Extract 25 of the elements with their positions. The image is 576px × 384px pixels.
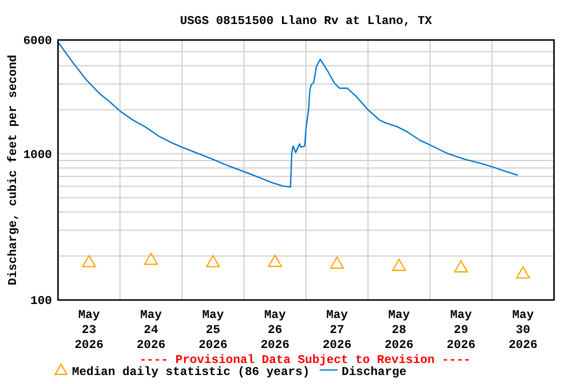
legend-label: Median daily statistic (86 years) [72, 365, 310, 379]
x-tick-label: May 30 2026 [508, 308, 538, 352]
point [392, 258, 406, 271]
point [516, 266, 530, 279]
point [206, 255, 220, 268]
point [454, 260, 468, 272]
text: ---- Provisional Data Subject to Revision ---- [139, 353, 471, 367]
x-tick-label: May 27 2026 [322, 308, 352, 352]
chart-title: USGS 08151500 Llano Rv at Llano, TX [180, 14, 433, 28]
line-series [57, 42, 518, 188]
legend-label: Discharge [342, 365, 406, 379]
y-tick-label: 1000 [23, 148, 52, 162]
point [330, 256, 344, 269]
y-tick-label: 6000 [23, 34, 52, 48]
y-axis-title: Discharge, cubic feet per second [6, 54, 20, 286]
x-tick-label: May 23 2026 [74, 308, 104, 352]
point [82, 255, 96, 268]
x-tick-label: May 25 2026 [198, 308, 228, 352]
x-tick-label: May 28 2026 [384, 308, 414, 352]
x-tick-label: May 29 2026 [446, 308, 476, 352]
x-tick-label: May 26 2026 [260, 308, 290, 352]
point [268, 254, 282, 267]
y-tick-label: 100 [30, 294, 52, 308]
point [144, 252, 158, 265]
x-tick-label: May 24 2026 [136, 308, 166, 352]
